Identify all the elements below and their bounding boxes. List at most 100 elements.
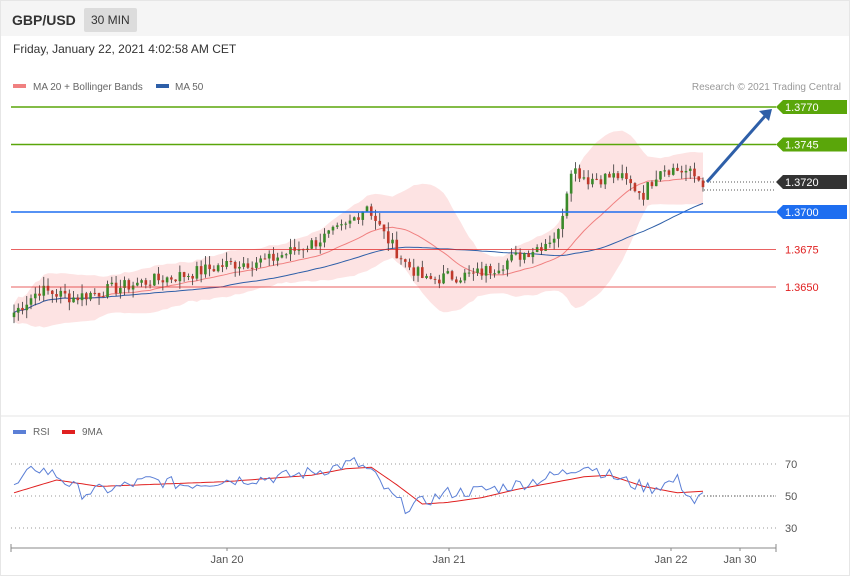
candle-body <box>391 239 394 244</box>
candle-body <box>676 167 679 171</box>
candle-body <box>565 193 569 216</box>
candle-body <box>182 272 186 278</box>
candle-body <box>552 238 556 243</box>
candle-body <box>386 231 390 244</box>
candle-body <box>620 173 624 179</box>
candle-body <box>374 215 377 221</box>
candle-body <box>429 275 433 279</box>
candle-body <box>378 220 382 225</box>
candle-body <box>12 312 16 318</box>
candle-body <box>514 252 518 255</box>
candle-body <box>544 243 547 251</box>
candle-body <box>574 168 577 174</box>
bollinger-bands <box>14 130 703 328</box>
candle-body <box>38 293 41 296</box>
candle-body <box>523 253 526 260</box>
candle-body <box>637 191 641 193</box>
candle-body <box>459 280 462 283</box>
copyright-label: Research © 2021 Trading Central <box>692 82 841 93</box>
x-tick-label: Jan 30 <box>723 554 756 566</box>
candle-body <box>650 182 654 187</box>
candle-body <box>484 266 488 276</box>
candle-body <box>608 173 611 178</box>
level-label-1-3745: 1.3745 <box>785 140 819 152</box>
candle-body <box>395 239 399 259</box>
candle-body <box>212 269 216 272</box>
chart-header: GBP/USD 30 MIN <box>1 1 849 36</box>
candle-body <box>450 271 454 280</box>
candle-body <box>642 192 645 200</box>
candle-body <box>340 224 343 226</box>
candle-body <box>29 298 33 305</box>
candle-body <box>25 304 29 311</box>
candle-body <box>493 273 496 275</box>
candle-body <box>157 273 160 281</box>
candle-body <box>438 279 441 284</box>
candle-body <box>599 179 603 185</box>
legend-rsi-swatch <box>13 430 26 434</box>
candle-body <box>136 282 139 286</box>
candle-body <box>85 293 88 300</box>
candle-body <box>327 230 331 234</box>
candle-body <box>46 285 50 291</box>
candle-body <box>110 282 114 285</box>
candle-body <box>233 261 237 269</box>
datetime-label: Friday, January 22, 2021 4:02:58 AM CET <box>13 42 237 56</box>
candle-body <box>259 258 262 263</box>
candle-body <box>119 287 122 294</box>
candle-body <box>144 280 148 285</box>
timeframe-button[interactable]: 30 MIN <box>84 8 137 32</box>
rsi-9ma-line <box>13 466 704 505</box>
level-label-1-3720: 1.3720 <box>785 177 819 189</box>
candle-body <box>314 240 318 247</box>
candle-body <box>229 261 233 263</box>
x-axis: Jan 20 Jan 21 Jan 22 Jan 30 <box>10 544 777 566</box>
candle-body <box>276 257 279 261</box>
candle-body <box>191 275 194 279</box>
candle-body <box>697 176 701 181</box>
candle-body <box>654 179 658 187</box>
candle-body <box>238 266 241 269</box>
candle-body <box>93 292 97 294</box>
candle-body <box>361 211 365 220</box>
candle-body <box>178 272 182 282</box>
candle-body <box>263 258 267 260</box>
candle-body <box>153 273 156 286</box>
candle-body <box>352 217 356 221</box>
candle-body <box>701 180 705 188</box>
candle-body <box>531 251 535 258</box>
candle-body <box>140 280 143 283</box>
x-tick-label: Jan 22 <box>654 554 687 566</box>
candle-body <box>63 290 67 294</box>
rsi-tick-30: 30 <box>785 523 797 535</box>
candle-body <box>693 168 696 177</box>
candle-body <box>21 307 24 311</box>
candle-body <box>557 229 560 239</box>
candle-body <box>33 293 37 299</box>
candle-body <box>510 254 513 261</box>
candle-body <box>646 182 650 200</box>
candle-body <box>629 179 632 184</box>
candle-body <box>591 178 594 185</box>
candle-body <box>204 264 207 275</box>
candle-body <box>501 269 505 271</box>
ma20-line <box>13 177 704 314</box>
candle-body <box>174 279 177 282</box>
candlesticks <box>12 162 705 324</box>
candle-body <box>335 225 339 227</box>
candle-body <box>195 266 199 279</box>
candle-body <box>506 260 509 270</box>
candle-body <box>246 263 250 268</box>
bollinger-band-area <box>14 130 703 328</box>
candle-body <box>603 173 607 185</box>
candle-body <box>420 267 424 278</box>
candle-body <box>569 173 573 194</box>
level-tag-1-3700 <box>776 205 847 219</box>
candle-body <box>267 253 271 259</box>
candle-body <box>161 280 165 283</box>
ma50-line <box>13 202 704 314</box>
candle-body <box>242 263 245 267</box>
moving-averages <box>13 177 704 314</box>
forecast-arrow-head <box>759 109 772 121</box>
